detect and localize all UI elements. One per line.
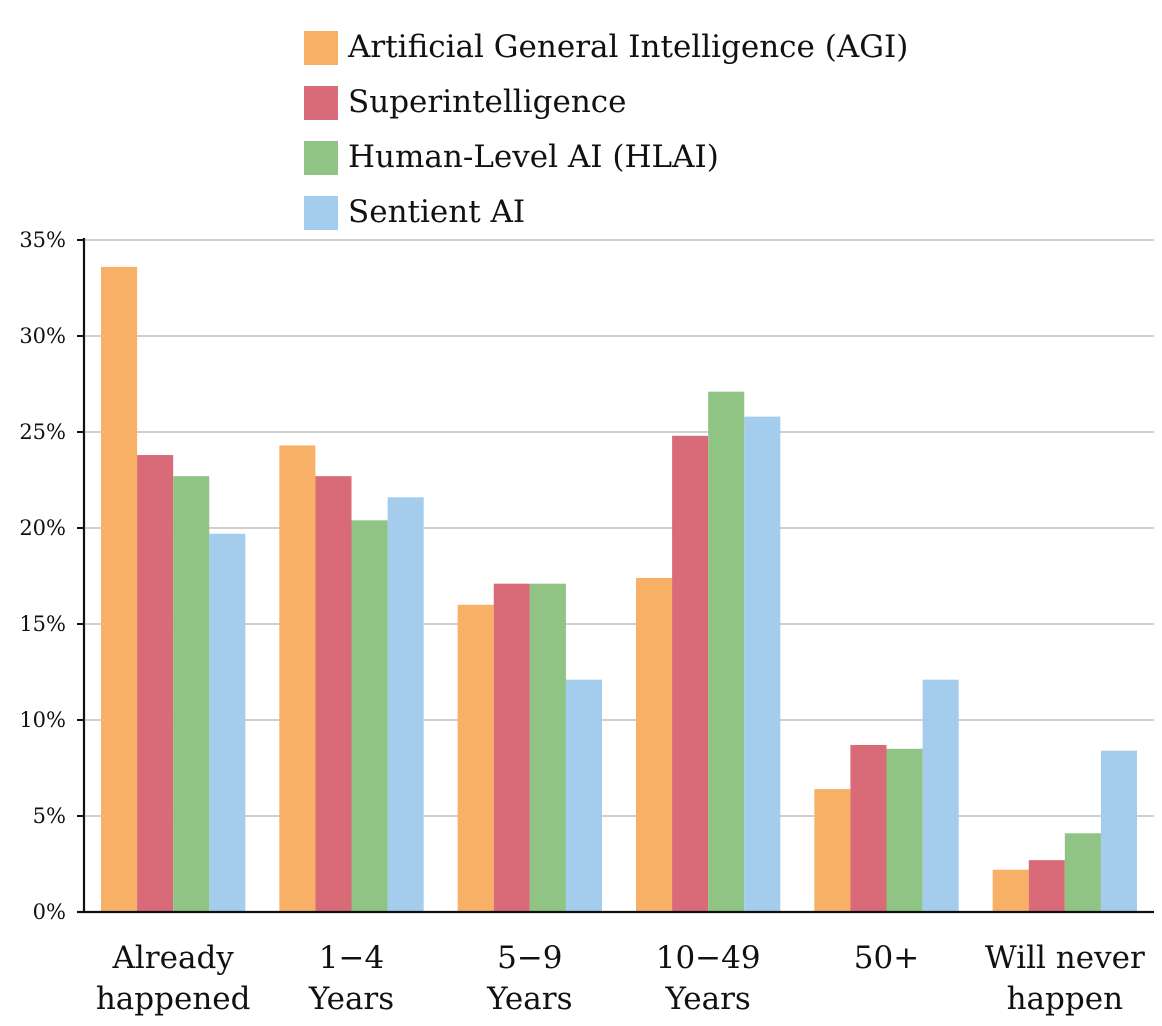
x-tick-label: Will never — [985, 940, 1145, 976]
y-tick-label: 0% — [33, 900, 66, 924]
bar — [992, 869, 1029, 912]
legend-swatch-superintelligence — [304, 85, 338, 120]
bar — [565, 679, 602, 912]
y-tick-label: 15% — [19, 612, 66, 636]
bar — [173, 476, 210, 912]
bar — [101, 266, 138, 912]
bar — [1028, 860, 1065, 912]
x-tick-label: 5−9 — [497, 940, 562, 976]
bar — [1064, 833, 1101, 912]
bar — [279, 445, 316, 912]
bar — [636, 577, 673, 912]
bar — [457, 604, 494, 912]
legend-item-hlai: Human-Level AI (HLAI) — [304, 130, 908, 185]
y-tick-label: 5% — [33, 804, 66, 828]
y-axis-ticks: 0% 5% 10% 15% 20% 25% 30% 35% — [19, 228, 84, 924]
legend-item-sentient-ai: Sentient AI — [304, 185, 908, 240]
bars — [101, 266, 1137, 912]
y-tick-label: 25% — [19, 420, 66, 444]
x-tick-label: 10−49 — [656, 940, 761, 976]
bar — [529, 583, 566, 912]
bar — [1100, 750, 1137, 912]
legend-swatch-agi — [304, 30, 338, 65]
bar — [672, 435, 709, 912]
gridlines — [84, 239, 1154, 817]
bar — [922, 679, 959, 912]
legend-item-agi: Artificial General Intelligence (AGI) — [304, 20, 908, 75]
legend-item-superintelligence: Superintelligence — [304, 75, 908, 130]
bar — [814, 789, 851, 912]
y-tick-label: 35% — [19, 228, 66, 252]
axes — [77, 238, 1154, 914]
bar — [886, 748, 923, 912]
y-tick-label: 10% — [19, 708, 66, 732]
legend-swatch-hlai — [304, 140, 338, 175]
x-axis-ticks: Already happened 1−4 Years 5−9 Years 10−49 Year… — [96, 940, 1145, 1017]
bar — [387, 497, 424, 912]
legend-label-superintelligence: Superintelligence — [348, 84, 627, 120]
bar — [209, 533, 246, 912]
legend-label-agi: Artificial General Intelligence (AGI) — [348, 29, 909, 65]
x-tick-label: Years — [665, 981, 751, 1017]
legend-swatch-sentient-ai — [304, 195, 338, 230]
x-tick-label: 1−4 — [319, 940, 384, 976]
y-tick-label: 20% — [19, 516, 66, 540]
x-tick-label: Years — [486, 981, 572, 1017]
x-tick-label: Years — [308, 981, 394, 1017]
bar — [315, 476, 352, 912]
bar — [351, 520, 388, 912]
x-tick-label: happen — [1007, 981, 1123, 1017]
bar — [137, 455, 174, 912]
bar — [493, 583, 530, 912]
legend-label-hlai: Human-Level AI (HLAI) — [348, 139, 719, 175]
x-tick-label: happened — [96, 981, 251, 1017]
bar — [708, 391, 745, 912]
x-tick-label: Already — [112, 940, 235, 976]
y-tick-label: 30% — [19, 324, 66, 348]
legend-label-sentient-ai: Sentient AI — [348, 194, 526, 230]
x-tick-label: 50+ — [854, 940, 919, 976]
legend: Artificial General Intelligence (AGI) Su… — [304, 20, 908, 240]
bar — [850, 744, 887, 912]
bar — [744, 416, 781, 912]
